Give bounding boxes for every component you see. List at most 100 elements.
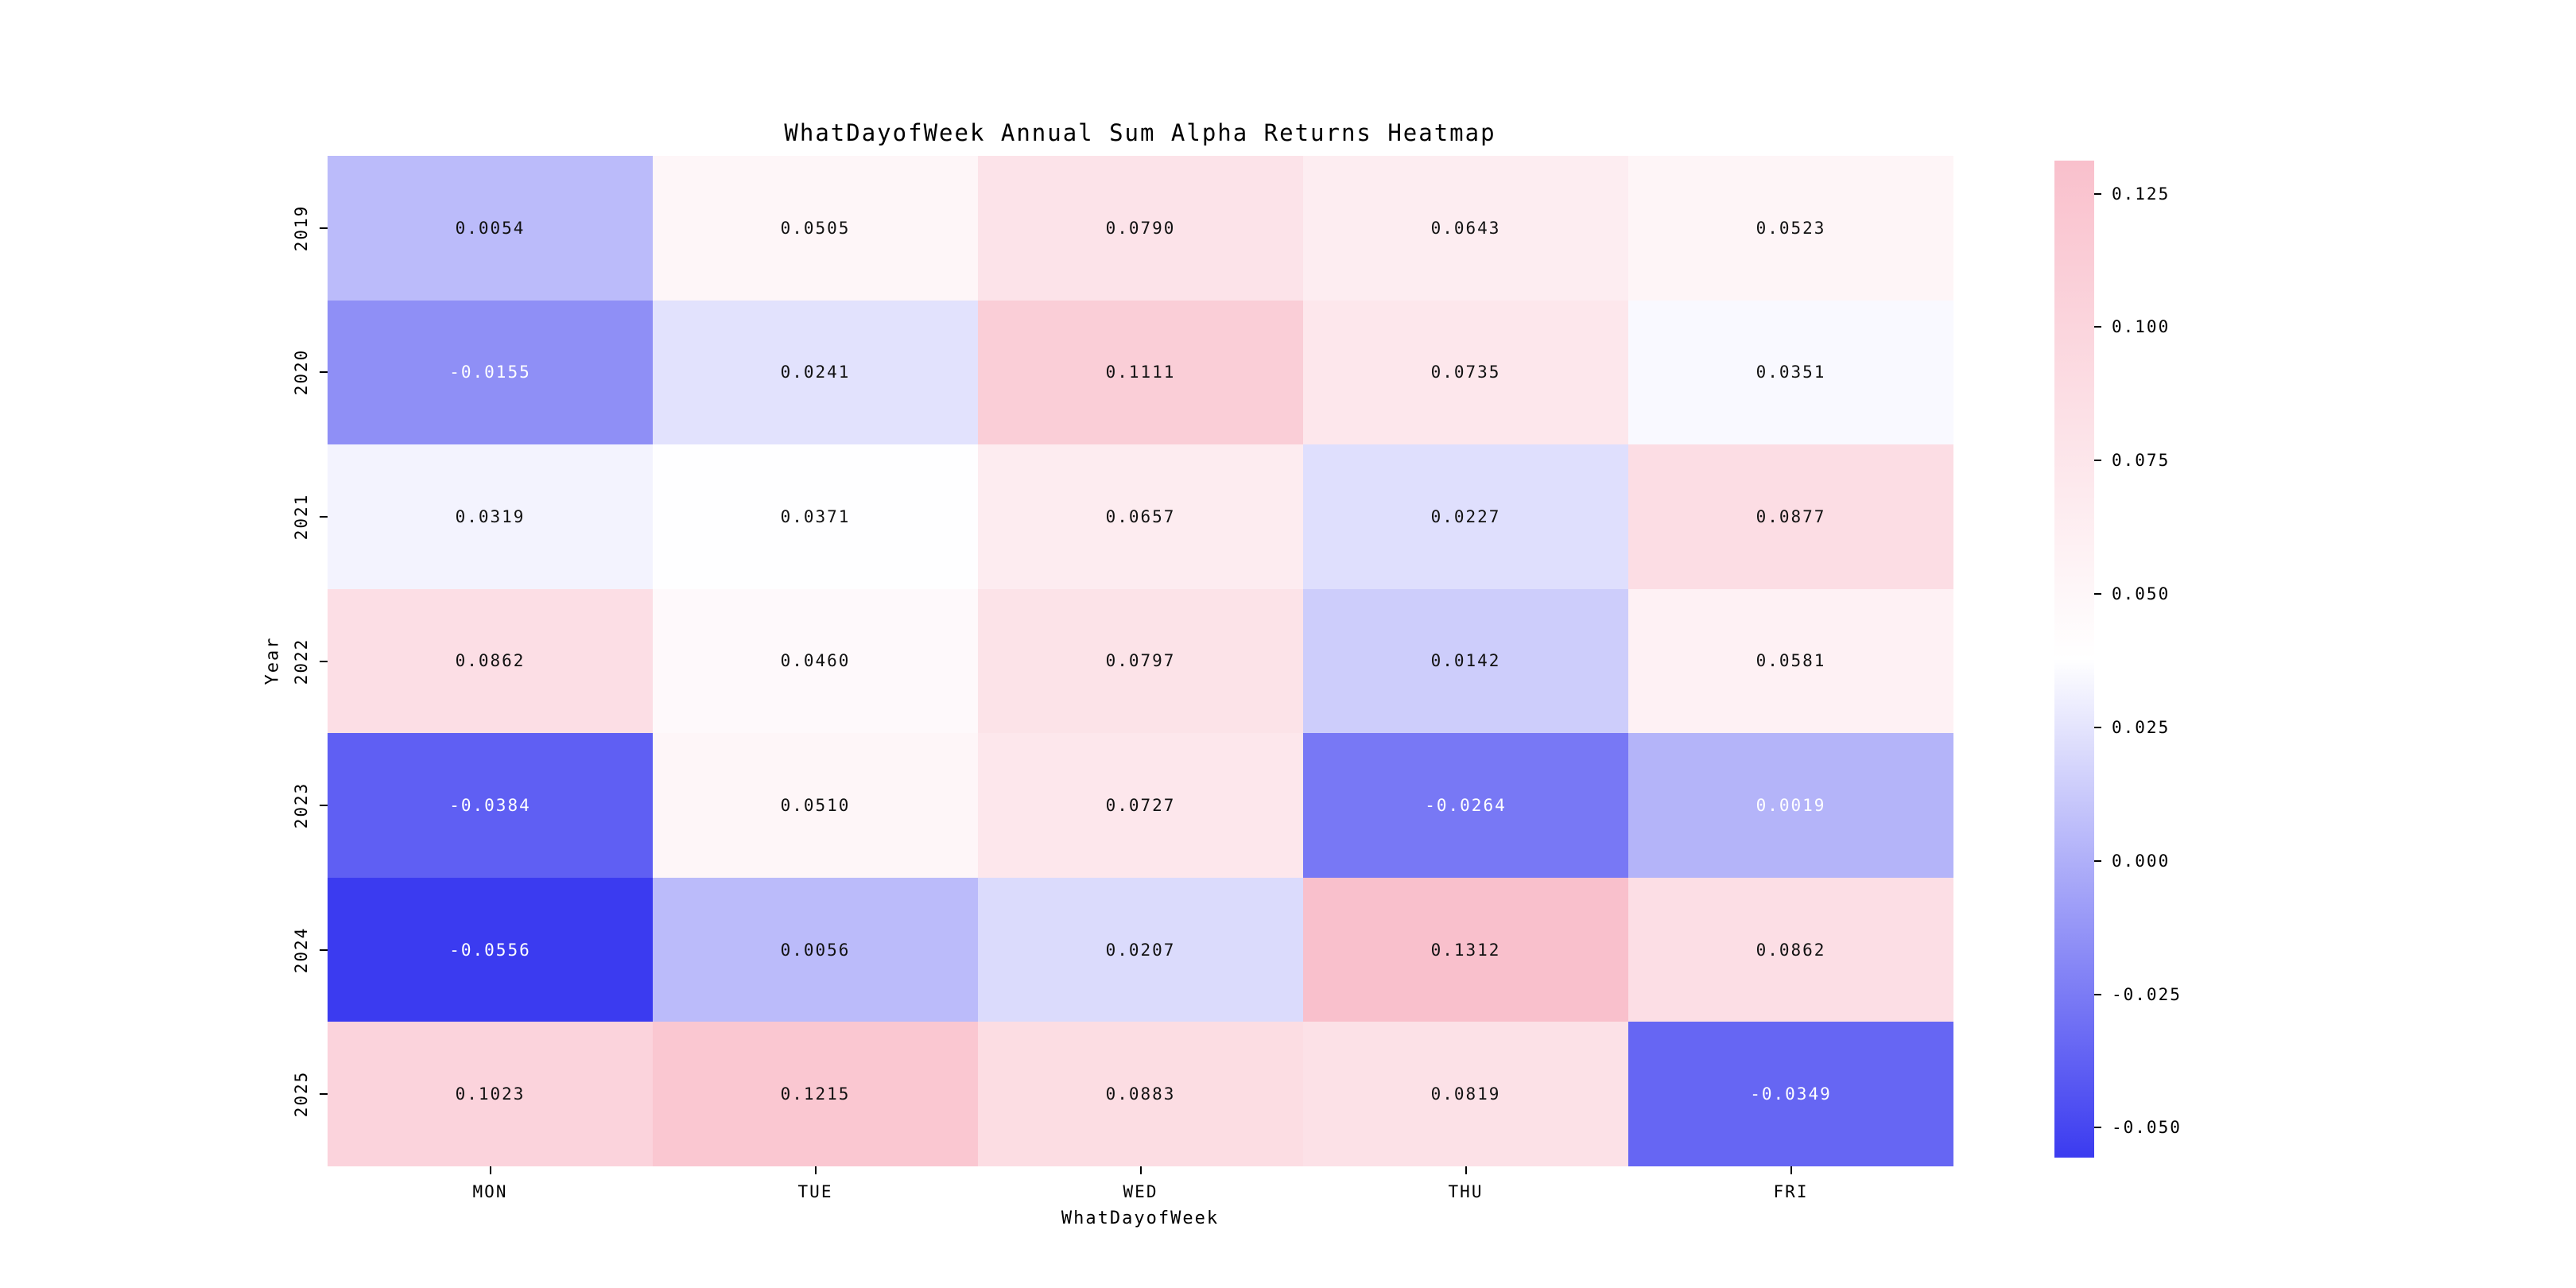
heatmap-grid: 0.0054 0.0505 0.0790 0.0643 0.0523 -0.0155 0.0… [328, 156, 1953, 1166]
chart-title: WhatDayofWeek Annual Sum Alpha Returns H… [784, 119, 1496, 146]
x-tick-mark [1628, 1166, 1953, 1174]
heatmap-cell-2025-WED: 0.0883 [978, 1022, 1303, 1166]
y-axis-tick-labels: 2019 2020 2021 2022 2023 2024 2025 [0, 156, 328, 1166]
colorbar-tick-mark [2094, 726, 2101, 728]
heatmap-cell-2021-MON: 0.0319 [328, 444, 653, 589]
x-tick-mark [328, 1166, 653, 1174]
y-tick-label-2020: 2020 [292, 349, 311, 396]
heatmap-cell-2022-THU: 0.0142 [1303, 588, 1628, 734]
colorbar-tick-label-0.025: 0.025 [2112, 717, 2171, 737]
x-tick-label-THU: THU [1448, 1182, 1484, 1201]
x-axis-label: WhatDayofWeek [1061, 1208, 1220, 1228]
x-axis-tick-marks [328, 1166, 1953, 1174]
cell-value: 0.0643 [1430, 218, 1501, 238]
heatmap-cell-2024-WED: 0.0207 [978, 877, 1303, 1022]
cell-value: 0.0819 [1430, 1084, 1501, 1104]
heatmap-cell-2021-WED: 0.0657 [978, 444, 1303, 589]
cell-value: 0.1023 [455, 1084, 526, 1104]
cell-value: 0.0735 [1430, 363, 1501, 382]
y-tick-mark [320, 227, 328, 229]
y-tick-label-2024: 2024 [292, 926, 311, 973]
y-tick-label-2025: 2025 [292, 1070, 311, 1118]
heatmap-cell-2025-MON: 0.1023 [328, 1022, 653, 1166]
x-tick-mark [653, 1166, 978, 1174]
cell-value: 0.0371 [780, 506, 851, 526]
heatmap-cell-2023-WED: 0.0727 [978, 733, 1303, 878]
cell-value: 0.1312 [1430, 940, 1501, 960]
colorbar-tick-label--0.050: -0.050 [2112, 1118, 2182, 1138]
y-tick-mark [320, 371, 328, 374]
y-tick-mark [320, 515, 328, 518]
heatmap-cell-2025-THU: 0.0819 [1303, 1022, 1628, 1166]
cell-value: -0.0384 [449, 796, 531, 816]
cell-value: 0.0797 [1105, 651, 1176, 671]
y-tick-mark [320, 660, 328, 662]
heatmap-cell-2020-TUE: 0.0241 [653, 300, 978, 445]
colorbar-tick-mark [2094, 192, 2101, 195]
heatmap-cell-2019-MON: 0.0054 [328, 156, 653, 301]
x-tick-label-TUE: TUE [797, 1182, 833, 1201]
y-tick-label-2023: 2023 [292, 782, 311, 829]
heatmap-cell-2024-FRI: 0.0862 [1628, 877, 1953, 1022]
colorbar-gradient [2054, 161, 2094, 1158]
heatmap-cell-2025-TUE: 0.1215 [653, 1022, 978, 1166]
cell-value: 0.0862 [1755, 940, 1826, 960]
heatmap-cell-2019-WED: 0.0790 [978, 156, 1303, 301]
colorbar-tick-mark [2094, 859, 2101, 862]
heatmap-cell-2022-MON: 0.0862 [328, 588, 653, 734]
heatmap-cell-2021-TUE: 0.0371 [653, 444, 978, 589]
heatmap-cell-2021-THU: 0.0227 [1303, 444, 1628, 589]
cell-value: 0.0319 [455, 506, 526, 526]
colorbar-tick-label--0.025: -0.025 [2112, 984, 2182, 1004]
heatmap-cell-2024-THU: 0.1312 [1303, 877, 1628, 1022]
x-tick-mark [978, 1166, 1303, 1174]
cell-value: 0.1111 [1105, 363, 1176, 382]
colorbar-tick-label-0.000: 0.000 [2112, 851, 2171, 871]
cell-value: 0.0657 [1105, 506, 1176, 526]
heatmap-cell-2025-FRI: -0.0349 [1628, 1022, 1953, 1166]
heatmap-cell-2020-WED: 0.1111 [978, 300, 1303, 445]
heatmap-cell-2022-TUE: 0.0460 [653, 588, 978, 734]
heatmap-cell-2023-TUE: 0.0510 [653, 733, 978, 878]
y-tick-label-2022: 2022 [292, 638, 311, 685]
y-tick-label-2021: 2021 [292, 493, 311, 541]
y-tick-mark [320, 949, 328, 951]
colorbar-tick-mark [2094, 993, 2101, 995]
cell-value: 0.0862 [455, 651, 526, 671]
cell-value: 0.0460 [780, 651, 851, 671]
x-tick-label-FRI: FRI [1773, 1182, 1809, 1201]
cell-value: 0.0883 [1105, 1084, 1176, 1104]
heatmap-cell-2019-TUE: 0.0505 [653, 156, 978, 301]
cell-value: 0.0727 [1105, 796, 1176, 816]
cell-value: 0.0227 [1430, 506, 1501, 526]
cell-value: 0.0523 [1755, 218, 1826, 238]
cell-value: 0.0510 [780, 796, 851, 816]
cell-value: 0.0351 [1755, 363, 1826, 382]
heatmap-cell-2024-TUE: 0.0056 [653, 877, 978, 1022]
heatmap-cell-2021-FRI: 0.0877 [1628, 444, 1953, 589]
colorbar-tick-mark [2094, 593, 2101, 596]
cell-value: 0.0056 [780, 940, 851, 960]
colorbar-tick-label-0.075: 0.075 [2112, 451, 2171, 471]
cell-value: 0.0142 [1430, 651, 1501, 671]
cell-value: 0.0207 [1105, 940, 1176, 960]
colorbar-tick-label-0.100: 0.100 [2112, 317, 2171, 337]
colorbar-tick-mark [2094, 1127, 2101, 1129]
y-axis-label: Year [262, 636, 283, 685]
y-tick-label-2019: 2019 [292, 204, 311, 252]
heatmap-cell-2020-THU: 0.0735 [1303, 300, 1628, 445]
heatmap-cell-2023-MON: -0.0384 [328, 733, 653, 878]
heatmap-cell-2019-FRI: 0.0523 [1628, 156, 1953, 301]
heatmap-cell-2023-THU: -0.0264 [1303, 733, 1628, 878]
heatmap-cell-2019-THU: 0.0643 [1303, 156, 1628, 301]
cell-value: -0.0556 [449, 940, 531, 960]
x-tick-label-MON: MON [472, 1182, 508, 1201]
heatmap-cell-2020-MON: -0.0155 [328, 300, 653, 445]
cell-value: 0.0581 [1755, 651, 1826, 671]
cell-value: 0.0241 [780, 363, 851, 382]
heatmap-cell-2022-FRI: 0.0581 [1628, 588, 1953, 734]
heatmap-cell-2022-WED: 0.0797 [978, 588, 1303, 734]
cell-value: 0.0505 [780, 218, 851, 238]
cell-value: 0.0877 [1755, 506, 1826, 526]
heatmap-cell-2023-FRI: 0.0019 [1628, 733, 1953, 878]
